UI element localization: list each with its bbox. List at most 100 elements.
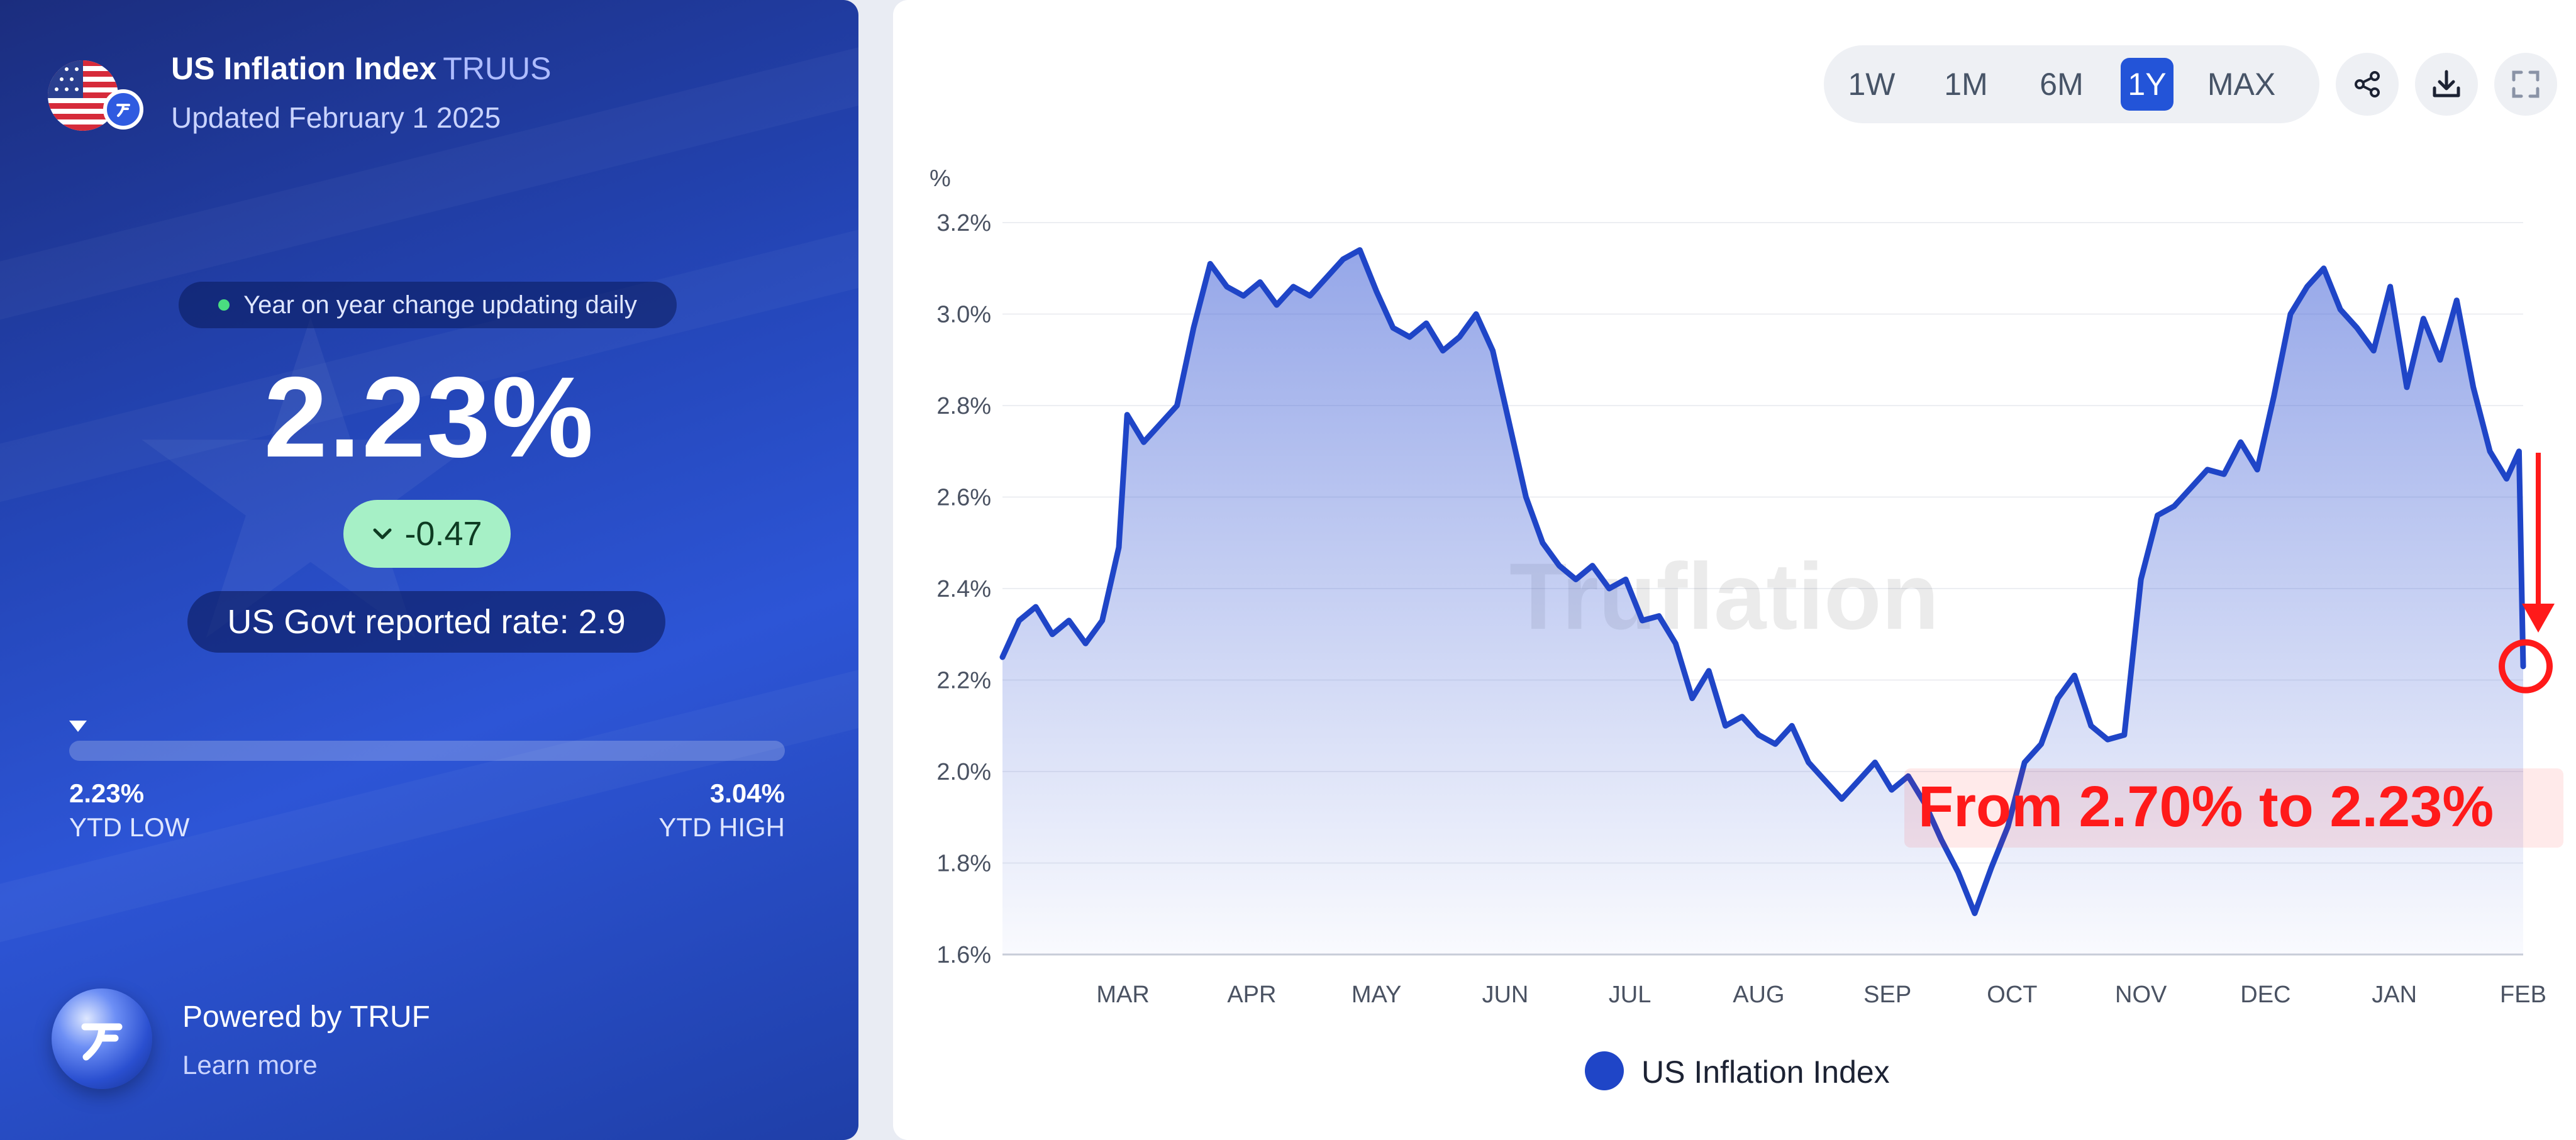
share-button[interactable]: [2336, 53, 2399, 116]
data-point: [1924, 802, 1926, 804]
ytd-marker-icon: [69, 721, 87, 732]
data-point: [2074, 675, 2075, 677]
range-1y-button[interactable]: 1Y: [2121, 58, 2174, 111]
data-point: [2223, 473, 2225, 475]
x-tick-label: JUL: [1609, 982, 1652, 1008]
data-point: [2406, 386, 2408, 388]
y-tick-label: 2.8%: [936, 393, 991, 419]
data-point: [1160, 423, 1162, 425]
change-value: -0.47: [404, 515, 482, 553]
x-tick-label: AUG: [1733, 982, 1784, 1008]
data-point: [1052, 633, 1053, 635]
data-point: [2439, 359, 2441, 361]
data-point: [2290, 313, 2292, 315]
data-point: [1890, 789, 1892, 791]
data-point: [2174, 506, 2175, 507]
data-point: [1442, 350, 1444, 351]
y-axis-unit: %: [930, 165, 951, 192]
us-flag-icon: [48, 60, 118, 131]
updated-date: Updated February 1 2025: [171, 101, 501, 134]
current-rate: 2.23%: [264, 353, 595, 481]
ytd-range-bar: [69, 741, 785, 761]
x-tick-label: FEB: [2500, 982, 2546, 1008]
data-point: [1359, 249, 1361, 251]
fullscreen-icon: [2512, 70, 2540, 98]
annotation-circle-icon: [2499, 639, 2553, 694]
data-point: [1509, 423, 1510, 425]
download-icon: [2433, 70, 2460, 97]
data-point: [1824, 780, 1826, 782]
index-title: US Inflation Index TRUUS: [171, 50, 551, 87]
data-point: [2306, 285, 2308, 287]
range-1m-button[interactable]: 1M: [1944, 67, 1988, 102]
data-point: [2157, 514, 2158, 516]
data-point: [2423, 318, 2424, 319]
chevron-down-icon: [373, 528, 392, 540]
data-point: [1101, 619, 1103, 621]
powered-by-label: Powered by TRUF: [182, 1000, 430, 1034]
data-point: [1791, 725, 1793, 727]
data-point: [1425, 323, 1427, 324]
index-ticker: TRUUS: [443, 51, 552, 86]
data-point: [2024, 761, 2026, 763]
y-tick-label: 3.2%: [936, 210, 991, 236]
data-point: [2090, 725, 2092, 727]
data-point: [1259, 281, 1261, 283]
data-point: [1741, 716, 1743, 717]
data-point: [1708, 670, 1710, 672]
data-point: [1392, 327, 1394, 329]
learn-more-link[interactable]: Learn more: [182, 1050, 318, 1080]
data-point: [1758, 734, 1760, 736]
data-point: [1857, 780, 1859, 782]
x-tick-label: NOV: [2115, 982, 2167, 1008]
data-point: [1874, 761, 1876, 763]
data-point: [1276, 304, 1278, 306]
data-point: [1375, 291, 1377, 292]
data-point: [1724, 725, 1726, 727]
y-tick-label: 2.4%: [936, 576, 991, 602]
data-point: [1558, 565, 1560, 567]
data-point: [1118, 546, 1119, 548]
data-point: [1907, 775, 1909, 777]
y-tick-label: 2.0%: [936, 759, 991, 785]
series-area: [1002, 250, 2523, 955]
data-point: [2472, 386, 2474, 388]
data-point: [2373, 350, 2375, 351]
live-dot-icon: [218, 299, 230, 311]
data-point: [1018, 619, 1020, 621]
data-point: [2206, 468, 2208, 470]
data-point: [1002, 656, 1003, 658]
data-point: [1192, 327, 1194, 329]
data-point: [2273, 396, 2275, 397]
range-1w-button[interactable]: 1W: [1848, 67, 1896, 102]
data-point: [2489, 450, 2491, 452]
download-button[interactable]: [2415, 53, 2478, 116]
data-point: [2323, 267, 2324, 269]
legend-label: US Inflation Index: [1641, 1054, 1890, 1090]
data-point: [2190, 487, 2192, 489]
x-tick-label: JAN: [2372, 982, 2417, 1008]
data-point: [2040, 743, 2042, 745]
data-point: [1126, 414, 1128, 416]
data-point: [2007, 826, 2009, 827]
range-max-button[interactable]: MAX: [2207, 67, 2276, 102]
data-point: [1243, 295, 1245, 297]
x-tick-label: SEP: [1863, 982, 1911, 1008]
x-tick-label: JUN: [1482, 982, 1528, 1008]
data-point: [1841, 798, 1843, 800]
govt-rate-chip: US Govt reported rate: 2.9: [187, 591, 665, 653]
data-point: [1085, 643, 1087, 645]
index-name: US Inflation Index: [171, 51, 437, 86]
live-status-label: Year on year change updating daily: [243, 291, 637, 319]
data-point: [2057, 697, 2059, 699]
data-point: [1309, 295, 1311, 297]
range-6m-button[interactable]: 6M: [2040, 67, 2084, 102]
data-point: [1292, 285, 1294, 287]
fullscreen-button[interactable]: [2494, 53, 2557, 116]
data-point: [1575, 578, 1577, 580]
ytd-high-value: 3.04%: [709, 778, 785, 808]
data-point: [1957, 872, 1959, 873]
time-range-selector: 1W 1M 6M 1Y MAX: [1824, 45, 2319, 123]
data-point: [1541, 542, 1543, 544]
